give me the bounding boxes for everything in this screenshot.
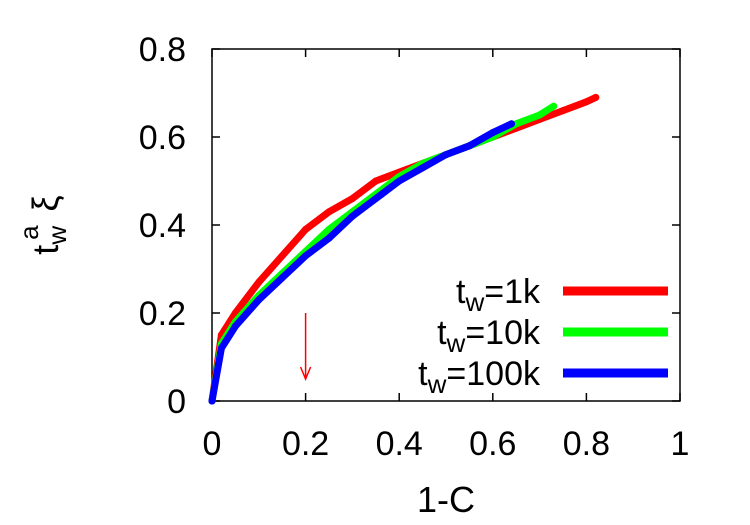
svg-text:twaξ: twaξ: [14, 195, 72, 254]
x-tick-label: 1: [671, 425, 690, 463]
legend-marker-2: [612, 369, 620, 377]
y-axis-label-sub: w: [42, 226, 72, 246]
series-point-2: [395, 177, 403, 185]
y-tick-label: 0: [167, 383, 186, 421]
series-point-2: [302, 252, 310, 260]
series-point-2: [208, 397, 216, 405]
series-point-2: [465, 142, 473, 150]
y-tick-label: 0.6: [139, 119, 186, 157]
series-point-2: [325, 234, 333, 242]
series-point-2: [278, 274, 286, 282]
series-point-2: [255, 296, 263, 304]
y-axis-label-symbol: ξ: [25, 195, 66, 211]
series-point-0: [372, 177, 380, 185]
series-point-0: [255, 278, 263, 286]
series-point-2: [348, 212, 356, 220]
series-point-2: [442, 151, 450, 159]
legend-label-0: tw=1k: [456, 273, 541, 317]
series-point-1: [325, 225, 333, 233]
y-tick-label: 0.4: [139, 207, 186, 245]
axis-ticks: 0 0.2 0.4 0.6 0.8 1 0 0.2 0.4 0.6 0.8: [139, 31, 690, 463]
legend-label-1: tw=10k: [437, 314, 541, 358]
series-point-1: [550, 102, 558, 110]
legend-label-2: tw=100k: [418, 355, 541, 399]
arrow-head: [299, 366, 312, 381]
x-tick-label: 0.8: [563, 425, 610, 463]
x-tick-label: 0: [203, 425, 222, 463]
series-point-0: [302, 225, 310, 233]
series-point-1: [536, 111, 544, 119]
series-point-2: [489, 129, 497, 137]
series-point-0: [278, 252, 286, 260]
y-axis-label-base: t: [25, 245, 66, 255]
y-tick-label: 0.8: [139, 31, 186, 69]
series-layer: [208, 93, 600, 405]
series-point-0: [325, 208, 333, 216]
series-point-2: [419, 164, 427, 172]
x-axis-label: 1-C: [417, 479, 475, 520]
y-axis-label-sup: a: [14, 225, 44, 240]
x-tick-label: 0.4: [376, 425, 423, 463]
series-point-0: [559, 107, 567, 115]
series-point-2: [217, 344, 225, 352]
series-point-0: [592, 93, 600, 101]
x-tick-label: 0.2: [282, 425, 329, 463]
y-axis-label: twaξ: [14, 195, 72, 254]
series-point-0: [348, 195, 356, 203]
series-point-0: [582, 98, 590, 106]
x-tick-label: 0.6: [469, 425, 516, 463]
annotation-layer: [299, 313, 312, 381]
series-point-2: [231, 322, 239, 330]
series-point-2: [508, 120, 516, 128]
y-tick-label: 0.2: [139, 295, 186, 333]
legend-marker-1: [612, 328, 620, 336]
series-point-2: [372, 195, 380, 203]
